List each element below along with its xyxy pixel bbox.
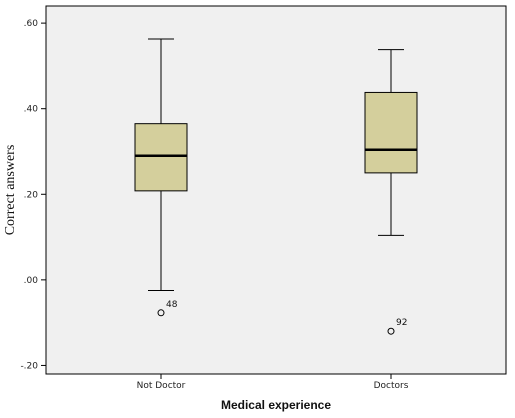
outlier-label: 92 <box>396 318 407 328</box>
x-axis-title: Medical experience <box>221 398 331 412</box>
y-tick-label: -.20 <box>20 361 38 371</box>
y-tick-label: .60 <box>24 19 39 29</box>
boxes: 48 92 <box>134 38 418 335</box>
y-tick-label: .40 <box>24 105 39 115</box>
y-axis: .60 .40 .20 .00 -.20 <box>20 19 46 371</box>
x-tick-label: Not Doctor <box>137 381 186 391</box>
iqr-box <box>134 123 188 192</box>
y-axis-title: Correct answers <box>3 145 18 236</box>
plot-area <box>45 5 507 375</box>
outlier-point <box>387 327 395 335</box>
x-tick-label: Doctors <box>374 381 409 391</box>
x-axis: Not Doctor Doctors <box>137 374 409 391</box>
iqr-box <box>364 91 418 174</box>
y-tick-label: .20 <box>24 190 39 200</box>
box-group: 48 <box>134 38 188 317</box>
box-group: 92 <box>364 49 418 335</box>
outlier-point <box>157 309 165 317</box>
y-tick-label: .00 <box>24 276 39 286</box>
outlier-label: 48 <box>166 300 178 310</box>
